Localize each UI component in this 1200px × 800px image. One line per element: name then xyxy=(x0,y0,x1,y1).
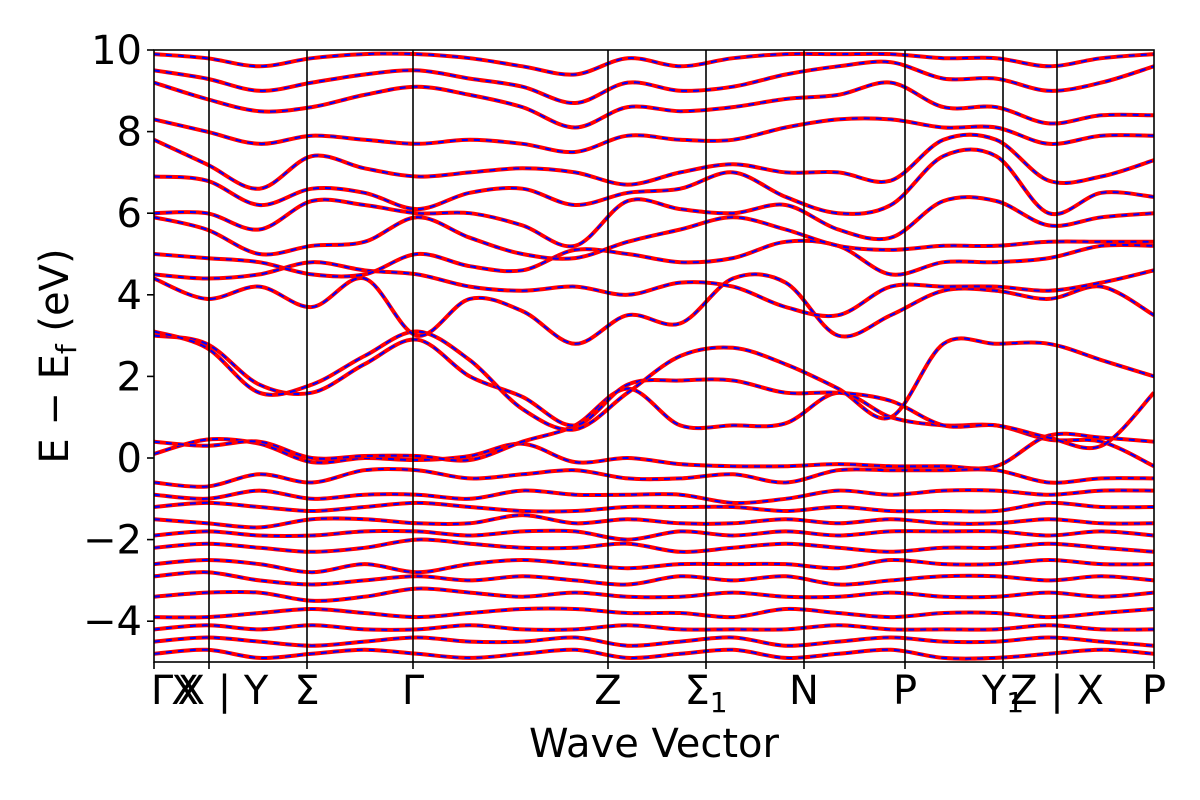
band-16-blue xyxy=(154,489,1154,505)
band-15-red xyxy=(154,466,1154,489)
band-13-blue xyxy=(154,60,1154,105)
x-tick-label-10: P xyxy=(1142,668,1166,714)
y-tick-label-2: 0 xyxy=(117,436,142,482)
band-6-red xyxy=(154,238,1154,279)
band-20-blue xyxy=(154,538,1154,553)
band-20-red xyxy=(154,537,1154,554)
band-11-red xyxy=(154,116,1154,155)
y-axis-label-unit: (eV) xyxy=(32,248,78,344)
band-25-red xyxy=(154,623,1154,632)
y-tick-label-0: −4 xyxy=(83,599,142,645)
band-22-blue xyxy=(154,571,1154,586)
y-axis-ticks: −4 −2 0 2 4 6 8 10 xyxy=(83,28,154,645)
band-21-red xyxy=(154,557,1154,575)
x-tick-label-start-1: X xyxy=(171,668,198,714)
band-4-blue xyxy=(154,273,1154,345)
band-21-blue xyxy=(154,558,1154,574)
x-tick-label-9: Z | X xyxy=(1010,668,1104,714)
x-tick-label-8-subscript: 1 xyxy=(1006,686,1024,719)
y-tick-label-7: 10 xyxy=(91,28,142,74)
y-tick-label-1: −2 xyxy=(83,518,142,564)
bands-layer xyxy=(154,51,1154,661)
x-tick-label-start-0: Γ xyxy=(151,668,174,714)
high-symmetry-lines xyxy=(208,50,1058,662)
band-18-red xyxy=(154,513,1154,530)
y-tick-label-6: 8 xyxy=(117,110,142,156)
y-tick-label-5: 6 xyxy=(117,191,142,237)
x-tick-label-2: Σ xyxy=(294,668,319,714)
y-tick-label-4: 4 xyxy=(117,273,142,319)
band-4-red xyxy=(154,272,1154,346)
band-11-blue xyxy=(154,117,1154,154)
x-tick-label-6: N xyxy=(789,668,819,714)
x-tick-label-3: Γ xyxy=(402,668,425,714)
band-23-blue xyxy=(154,587,1154,602)
band-17-red xyxy=(154,500,1154,514)
band-2-blue xyxy=(154,334,1154,450)
band-27-blue xyxy=(154,648,1154,660)
x-tick-label-5: Σ1 xyxy=(684,668,727,719)
band-12-red xyxy=(154,80,1154,130)
band-8-blue xyxy=(154,196,1154,248)
plot-frame xyxy=(153,49,1155,663)
band-0-red xyxy=(154,431,1154,471)
x-tick-label-7: P xyxy=(893,668,917,714)
x-tick-label-4: Z xyxy=(594,668,621,714)
band-1-blue xyxy=(154,387,1154,468)
band-19-blue xyxy=(154,529,1154,541)
band-13-red xyxy=(154,59,1154,106)
y-axis-label-subscript: f xyxy=(50,343,83,354)
band-14-red xyxy=(154,51,1154,77)
x-axis-label: Wave Vector xyxy=(529,721,780,767)
band-10-blue xyxy=(154,133,1154,190)
y-axis-label: E − Ef (eV) xyxy=(32,248,83,463)
band-15-blue xyxy=(154,467,1154,488)
band-2-red xyxy=(154,333,1154,451)
band-7-red xyxy=(154,215,1154,261)
x-tick-label-start-2: X | Y xyxy=(178,668,269,714)
y-tick-label-3: 2 xyxy=(117,354,142,400)
band-12-blue xyxy=(154,81,1154,129)
x-tick-label-5-subscript: 1 xyxy=(710,686,728,719)
band-22-red xyxy=(154,570,1154,587)
band-26-blue xyxy=(154,636,1154,647)
band-24-blue xyxy=(154,607,1154,619)
band-3-blue xyxy=(154,330,1154,431)
band-9-blue xyxy=(154,148,1154,216)
band-18-blue xyxy=(154,514,1154,529)
band-7-blue xyxy=(154,216,1154,260)
band-23-red xyxy=(154,586,1154,603)
band-5-blue xyxy=(154,261,1154,318)
band-14-blue xyxy=(154,52,1154,76)
